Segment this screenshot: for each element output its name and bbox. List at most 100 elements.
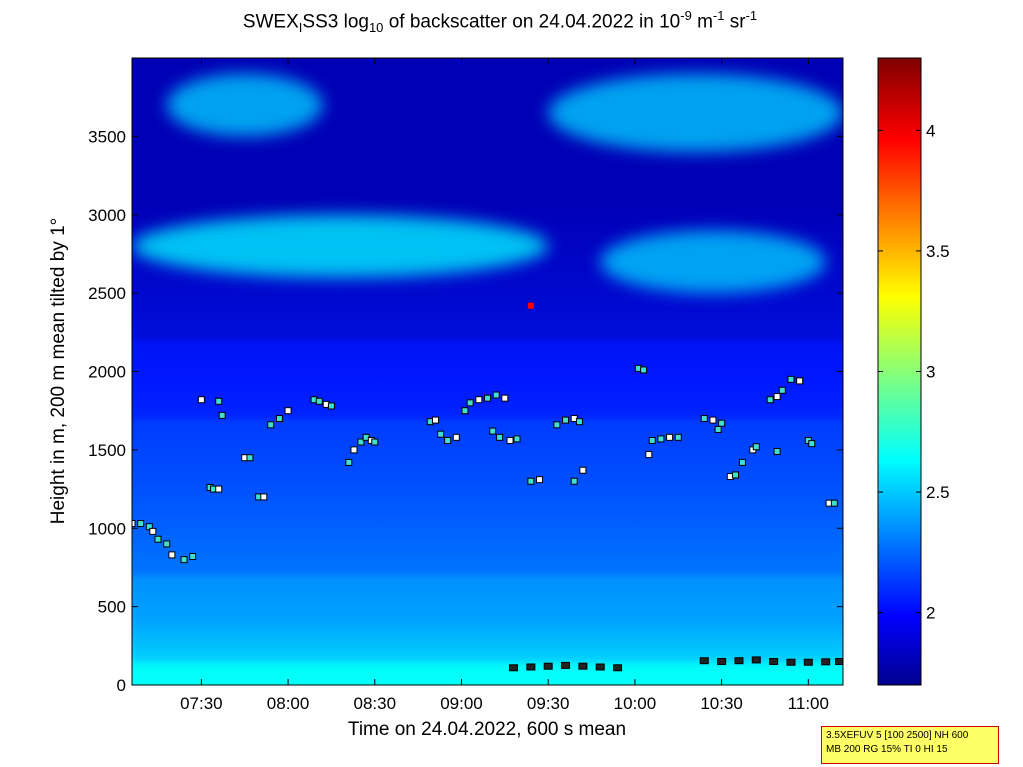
chart-title: SWEXISS3 log10 of backscatter on 24.04.2… [242, 8, 758, 36]
markers [132, 302, 843, 672]
surface-marker [835, 657, 843, 665]
cloud-bands [132, 73, 843, 294]
cloud-base-marker [536, 476, 544, 484]
cloud-band-0 [132, 214, 549, 278]
cloud-base-marker [137, 520, 145, 528]
y-tick-label: 2500 [88, 284, 126, 303]
y-tick-label: 3000 [88, 206, 126, 225]
colorbar-ticks: 2 2.5 3 3.5 4 [878, 121, 950, 623]
surface-marker [786, 658, 796, 666]
surface-marker [595, 663, 605, 671]
x-axis: 07:30 08:00 08:30 09:00 09:30 10:00 10:30 11:00 [180, 58, 829, 713]
cloud-base-marker [444, 436, 452, 444]
cloud-base-marker [345, 458, 353, 466]
cloud-base-marker [752, 443, 760, 451]
cloud-base-marker [168, 551, 176, 559]
colorbar-tick-label: 3 [926, 363, 935, 382]
colorbar-tick-label: 2 [926, 604, 935, 623]
y-tick-label: 3500 [88, 127, 126, 146]
cloud-band-3 [548, 73, 843, 153]
colorbar-tick-label: 4 [926, 121, 935, 140]
cloud-base-marker [163, 540, 171, 548]
cloud-base-marker [431, 416, 439, 424]
cloud-base-marker [709, 416, 717, 424]
cloud-base-marker [215, 397, 223, 405]
x-tick-label: 10:00 [614, 694, 657, 713]
cloud-base-marker [796, 377, 804, 385]
cloud-band-1 [600, 230, 826, 294]
y-tick-label: 0 [117, 676, 126, 695]
cloud-base-marker [260, 493, 268, 501]
surface-marker [699, 657, 709, 665]
y-tick-label: 500 [98, 598, 126, 617]
cloud-base-marker [350, 446, 358, 454]
cloud-base-marker [189, 552, 197, 560]
cloud-base-marker [787, 375, 795, 383]
backscatter-layers [132, 58, 843, 685]
surface-marker [769, 657, 779, 665]
outlier-marker [527, 302, 534, 309]
processing-footnote: 3.5XEFUV 5 [100 2500] NH 600 MB 200 RG 1… [821, 726, 999, 764]
cloud-base-marker [731, 471, 739, 479]
layer-2 [132, 418, 843, 576]
plot-area [132, 58, 843, 685]
colorbar-tick-label: 2.5 [926, 483, 950, 502]
cloud-base-marker [496, 433, 504, 441]
cloud-base-marker [773, 447, 781, 455]
cloud-base-marker [700, 415, 708, 423]
y-axis-label: Height in m, 200 m mean tilted by 1° [48, 218, 69, 524]
cloud-base-marker [492, 391, 500, 399]
cloud-base-marker [275, 415, 283, 423]
cloud-base-marker [475, 396, 483, 404]
cloud-base-marker [149, 527, 157, 535]
cloud-base-marker [246, 454, 254, 462]
cloud-base-marker [218, 411, 226, 419]
cloud-base-marker [132, 520, 136, 528]
surface-marker [734, 657, 744, 665]
cloud-base-marker [197, 396, 205, 404]
surface-marker [751, 656, 761, 664]
cloud-base-marker [267, 421, 275, 429]
cloud-base-marker [154, 535, 162, 543]
cloud-base-marker [714, 425, 722, 433]
cloud-base-marker [484, 394, 491, 402]
cloud-base-marker [570, 477, 578, 485]
cloud-base-marker [461, 407, 469, 415]
cloud-base-marker [371, 438, 379, 446]
surface-marker [578, 662, 588, 670]
cloud-base-marker [808, 440, 816, 448]
y-tick-label: 1500 [88, 441, 126, 460]
cloud-base-marker [562, 416, 570, 424]
cloud-base-marker [315, 397, 323, 405]
cloud-band-2 [166, 73, 323, 137]
y-tick-label: 2000 [88, 363, 126, 382]
surface-marker [526, 663, 536, 671]
cloud-base-marker [284, 407, 292, 415]
cloud-base-marker [640, 366, 648, 374]
colorbar-tick-label: 3.5 [926, 242, 950, 261]
cloud-base-marker [327, 402, 335, 410]
footnote-line2: MB 200 RG 15% TI 0 HI 15 [826, 744, 948, 755]
cloud-base-marker [553, 421, 561, 429]
x-tick-label: 08:00 [267, 694, 310, 713]
x-tick-label: 10:30 [700, 694, 743, 713]
cloud-base-marker [738, 458, 746, 466]
cloud-base-marker [437, 430, 445, 438]
cloud-base-marker [718, 419, 726, 427]
x-tick-label: 07:30 [180, 694, 223, 713]
cloud-base-marker [657, 435, 665, 443]
cloud-base-marker [506, 436, 514, 444]
x-tick-label: 11:00 [788, 694, 829, 713]
layer-0 [132, 661, 843, 685]
y-axis: 0 500 1000 1500 2000 2500 3000 3500 [88, 127, 843, 695]
surface-marker [543, 662, 553, 670]
cloud-base-marker [648, 436, 656, 444]
y-tick-label: 1000 [88, 519, 126, 538]
x-tick-label: 09:30 [527, 694, 570, 713]
surface-marker [509, 664, 519, 672]
x-axis-label: Time on 24.04.2022, 600 s mean [348, 719, 626, 740]
cloud-base-marker [766, 396, 774, 404]
surface-marker [821, 658, 831, 666]
cloud-base-marker [527, 477, 535, 485]
